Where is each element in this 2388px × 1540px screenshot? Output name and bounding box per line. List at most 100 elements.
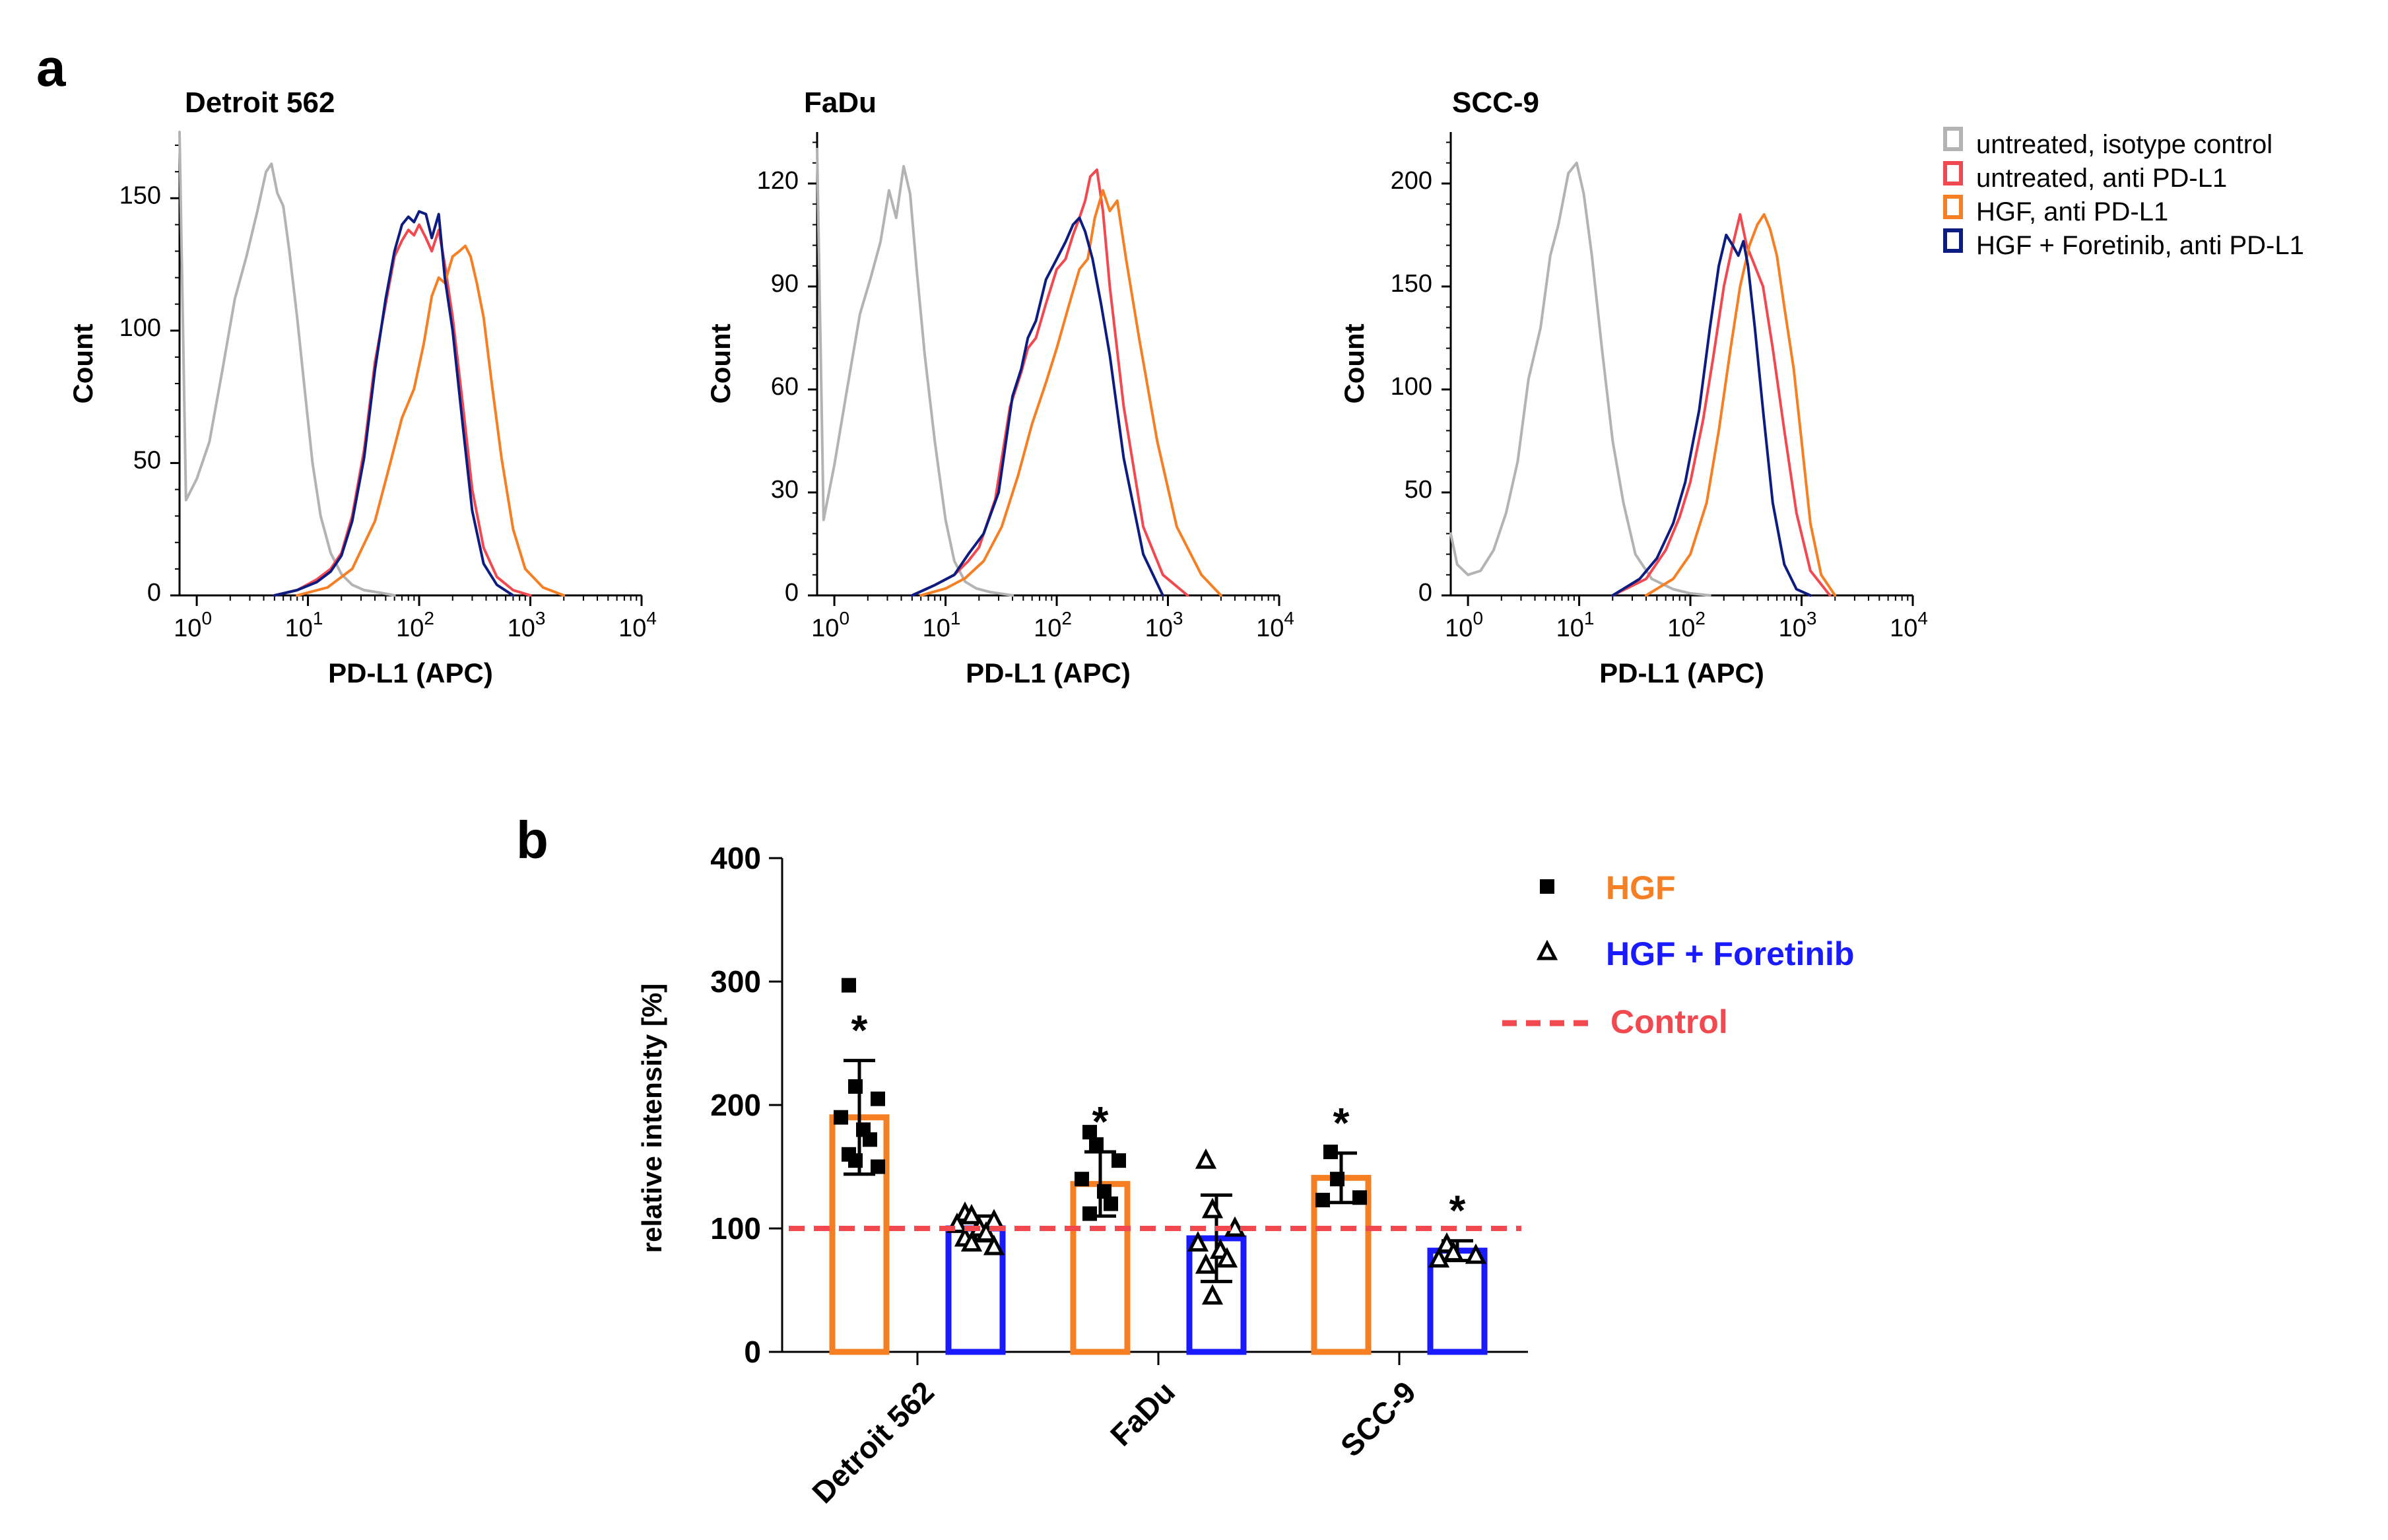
- hist-title: Detroit 562: [185, 86, 335, 119]
- legend-a-label-isotype: untreated, isotype control: [1976, 130, 2272, 159]
- y-tick-label: 100: [710, 1211, 761, 1246]
- x-tick-label: 103: [508, 608, 546, 642]
- y-tick-label: 200: [1391, 167, 1432, 195]
- y-axis-label: Count: [67, 323, 98, 403]
- legend-a-swatch-isotype: [1943, 127, 1963, 151]
- y-axis-label: Count: [705, 323, 736, 403]
- x-tick-label: 101: [923, 608, 961, 642]
- legend-b-triangle-marker: [1536, 939, 1558, 960]
- legend-a-label-untreated: untreated, anti PD-L1: [1976, 164, 2227, 193]
- y-tick-label: 120: [757, 167, 799, 195]
- y-tick-label: 150: [1391, 270, 1432, 298]
- x-tick-label: 101: [285, 608, 323, 642]
- x-tick-label: 104: [1256, 608, 1294, 642]
- y-tick-label: 300: [710, 964, 761, 999]
- significance-star: *: [1333, 1099, 1350, 1147]
- series-line-hgf-anti-pd-l1: [1645, 213, 1837, 597]
- series-line-hgf-foretinib-anti-pd-l1: [273, 210, 515, 597]
- legend-a-swatch-foretinib: [1943, 228, 1963, 253]
- x-tick-label: 103: [1779, 608, 1817, 642]
- data-point-hgf-foretinib: [1201, 1197, 1224, 1219]
- series-line-untreated-anti-pd-l1: [910, 168, 1189, 597]
- x-tick-label: 100: [174, 608, 212, 642]
- histogram-detroit-562: Detroit 562 0 50 100 150 100 101 102 103 104 PD-L1…: [67, 86, 657, 688]
- legend-b-label-foretinib: HGF + Foretinib: [1606, 935, 1854, 972]
- x-tick-label: 100: [1445, 608, 1483, 642]
- y-tick-label: 90: [771, 270, 799, 298]
- bar-chart-panel-b: 0 100 200 300 400 relative intensity [%] Detro…: [636, 841, 1528, 1510]
- data-point-hgf: [842, 978, 856, 993]
- legend-b-label-hgf: HGF: [1606, 869, 1676, 906]
- histogram-fadu: FaDu 0 30 60 90 120 100 101 102 103 104 PD-L1 (APC)…: [705, 86, 1294, 688]
- hist-title: SCC-9: [1452, 86, 1539, 119]
- data-point-hgf: [1323, 1145, 1338, 1160]
- y-axis-label: relative intensity [%]: [636, 984, 667, 1253]
- legend-a-label-foretinib: HGF + Foretinib, anti PD-L1: [1976, 231, 2304, 260]
- series-line-hgf-anti-pd-l1: [296, 244, 566, 597]
- data-point-hgf: [1075, 1172, 1089, 1187]
- data-point-hgf-foretinib: [975, 1221, 997, 1242]
- data-point-hgf: [871, 1159, 885, 1174]
- data-point-hgf-foretinib: [1195, 1148, 1217, 1169]
- x-axis-label: PD-L1 (APC): [966, 657, 1131, 688]
- data-point-hgf: [848, 1079, 863, 1094]
- y-tick-label: 30: [771, 476, 799, 504]
- data-point-hgf: [1104, 1196, 1118, 1211]
- series-line-untreated-isotype-control: [178, 131, 396, 597]
- x-tick-label: 102: [396, 608, 434, 642]
- series-line-hgf-foretinib-anti-pd-l1: [910, 217, 1164, 597]
- x-tick-label: 102: [1667, 608, 1706, 642]
- data-point-hgf-foretinib: [1465, 1243, 1487, 1264]
- y-tick-label: 50: [133, 446, 161, 474]
- data-point-hgf: [1082, 1206, 1097, 1221]
- x-tick-label: SCC-9: [1334, 1374, 1422, 1463]
- x-tick-label: 101: [1556, 608, 1595, 642]
- significance-star: *: [851, 1007, 868, 1054]
- x-tick-label: FaDu: [1104, 1374, 1181, 1452]
- y-tick-label: 0: [1418, 579, 1432, 607]
- x-tick-label: 104: [618, 608, 657, 642]
- legend-a-swatch-untreated: [1943, 161, 1963, 185]
- x-tick-label: 103: [1145, 608, 1183, 642]
- data-point-hgf-foretinib: [1187, 1231, 1209, 1252]
- legend-b-square-marker: [1540, 879, 1554, 894]
- legend-panel-a: untreated, isotype control untreated, an…: [1943, 127, 2304, 260]
- y-tick-label: 200: [710, 1088, 761, 1122]
- panel-b-letter: b: [516, 811, 548, 869]
- data-point-hgf: [1315, 1192, 1330, 1207]
- series-line-hgf-anti-pd-l1: [919, 189, 1222, 597]
- data-point-hgf: [1352, 1190, 1367, 1205]
- x-tick-label: 104: [1890, 608, 1928, 642]
- y-tick-label: 0: [147, 579, 161, 607]
- series-line-untreated-anti-pd-l1: [273, 223, 532, 597]
- data-point-hgf: [1111, 1153, 1126, 1168]
- data-point-hgf: [848, 1153, 863, 1168]
- data-point-hgf-foretinib: [960, 1231, 983, 1252]
- series-line-untreated-anti-pd-l1: [1611, 213, 1832, 597]
- data-point-hgf: [1082, 1125, 1097, 1140]
- y-tick-label: 60: [771, 373, 799, 401]
- data-point-hgf: [1330, 1172, 1344, 1187]
- x-axis-label: PD-L1 (APC): [1599, 657, 1764, 688]
- significance-star: *: [1092, 1098, 1109, 1145]
- data-point-hgf-foretinib: [1442, 1240, 1465, 1261]
- y-tick-label: 400: [710, 841, 761, 875]
- y-tick-label: 0: [744, 1335, 761, 1369]
- y-axis-label: Count: [1339, 323, 1370, 403]
- y-tick-label: 0: [785, 579, 799, 607]
- x-tick-label: 102: [1034, 608, 1072, 642]
- series-line-untreated-isotype-control: [1449, 161, 1711, 597]
- data-point-hgf: [834, 1110, 848, 1125]
- hist-title: FaDu: [804, 86, 877, 119]
- y-tick-label: 50: [1405, 476, 1432, 504]
- histogram-scc-9: SCC-9 0 50 100 150 200 100 101 102 103 104 PD-L1 (A…: [1339, 86, 1928, 688]
- x-tick-label: Detroit 562: [805, 1374, 941, 1510]
- legend-a-label-hgf: HGF, anti PD-L1: [1976, 197, 2168, 226]
- data-point-hgf-foretinib: [960, 1203, 983, 1224]
- data-point-hgf-foretinib: [983, 1234, 1005, 1255]
- data-point-hgf: [1089, 1137, 1104, 1152]
- legend-b-label-control: Control: [1610, 1003, 1728, 1040]
- y-tick-label: 100: [119, 314, 161, 342]
- data-point-hgf: [1097, 1184, 1111, 1199]
